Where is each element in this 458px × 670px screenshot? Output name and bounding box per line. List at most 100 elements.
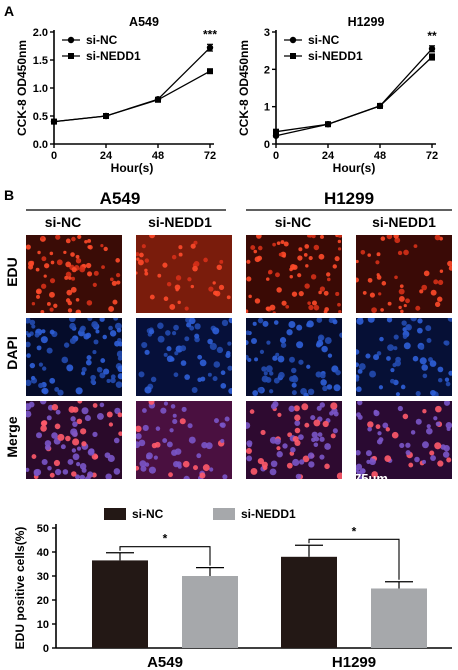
- cell-nucleus: [136, 441, 141, 449]
- cell-nucleus: [27, 260, 34, 267]
- cell-nucleus: [188, 318, 196, 325]
- legend-marker: [289, 36, 297, 44]
- cell-nucleus: [28, 401, 35, 408]
- cell-nucleus: [70, 286, 77, 293]
- cell-nucleus: [313, 442, 319, 448]
- panel-label-b: B: [4, 187, 14, 203]
- cell-nucleus: [169, 428, 174, 433]
- cell-nucleus: [212, 281, 216, 285]
- cell-nucleus: [49, 377, 56, 384]
- cell-nucleus: [107, 454, 115, 463]
- cell-nucleus: [311, 437, 316, 443]
- cell-nucleus: [270, 403, 277, 410]
- cell-nucleus: [447, 260, 452, 267]
- cell-nucleus: [71, 267, 77, 273]
- cell-nucleus: [155, 426, 161, 431]
- cell-nucleus: [29, 362, 36, 369]
- cell-nucleus: [246, 330, 251, 336]
- cell-nucleus: [246, 455, 253, 462]
- cell-nucleus: [318, 290, 322, 295]
- cell-nucleus: [262, 320, 269, 327]
- cell-nucleus: [259, 349, 265, 354]
- cell-nucleus: [318, 253, 325, 260]
- cell-nucleus: [118, 431, 122, 436]
- cell-nucleus: [157, 322, 164, 329]
- cell-nucleus: [399, 442, 405, 449]
- cell-nucleus: [310, 415, 316, 421]
- cell-nucleus: [313, 244, 320, 251]
- cell-nucleus: [439, 269, 444, 273]
- cell-nucleus: [292, 374, 298, 381]
- cell-nucleus: [162, 262, 168, 268]
- y-axis-label: EDU positive cells(%): [13, 527, 27, 650]
- cell-nucleus: [31, 324, 36, 329]
- cell-nucleus: [297, 434, 304, 441]
- cell-nucleus: [41, 256, 47, 262]
- cell-nucleus: [77, 401, 83, 404]
- cell-nucleus: [46, 415, 52, 421]
- cell-nucleus: [252, 390, 259, 396]
- cell-nucleus: [37, 250, 41, 255]
- cell-nucleus: [421, 459, 427, 465]
- x-category-label: A549: [147, 654, 183, 670]
- cell-nucleus: [303, 392, 309, 396]
- cell-nucleus: [394, 275, 398, 280]
- cell-nucleus: [369, 370, 377, 378]
- cell-nucleus: [93, 270, 99, 276]
- cell-nucleus: [67, 308, 73, 313]
- cell-nucleus: [403, 342, 411, 350]
- cell-nucleus: [31, 302, 36, 306]
- bar-si-NEDD1-A549: [182, 576, 238, 648]
- cell-nucleus: [171, 449, 178, 456]
- cell-nucleus: [382, 422, 389, 429]
- cell-nucleus: [429, 360, 437, 367]
- cell-nucleus: [139, 252, 144, 258]
- cell-nucleus: [228, 318, 232, 324]
- cell-nucleus: [38, 362, 44, 367]
- legend-marker: [68, 53, 74, 59]
- cell-nucleus: [40, 236, 44, 240]
- cell-nucleus: [426, 427, 433, 435]
- cell-nucleus: [90, 379, 96, 385]
- cell-nucleus: [96, 412, 104, 420]
- cell-nucleus: [218, 284, 225, 291]
- tile-background: [356, 401, 452, 479]
- cell-nucleus: [421, 364, 428, 371]
- condition-header-2: si-NEDD1: [148, 214, 212, 230]
- y-axis-label: CCK-8 OD450nm: [15, 40, 29, 136]
- cell-nucleus: [384, 455, 392, 462]
- cell-nucleus: [337, 302, 341, 307]
- data-point-si-NEDD1: [207, 68, 213, 75]
- cell-nucleus: [402, 334, 408, 340]
- cell-nucleus: [335, 291, 340, 297]
- cell-nucleus: [136, 433, 142, 440]
- cell-nucleus: [212, 327, 220, 335]
- cell-nucleus: [298, 359, 304, 365]
- cell-nucleus: [44, 263, 50, 269]
- cell-nucleus: [415, 418, 422, 425]
- cell-nucleus: [268, 270, 272, 275]
- cell-nucleus: [99, 318, 105, 322]
- cell-nucleus: [246, 448, 252, 455]
- cell-nucleus: [191, 387, 198, 393]
- cell-nucleus: [166, 346, 172, 352]
- micrograph-tile: [136, 235, 232, 313]
- cell-nucleus: [356, 386, 362, 393]
- cell-nucleus: [322, 420, 329, 428]
- data-point-si-NEDD1: [377, 102, 383, 109]
- data-point-si-NEDD1: [429, 54, 435, 61]
- cell-nucleus: [316, 318, 323, 323]
- cell-nucleus: [437, 377, 443, 383]
- cell-nucleus: [337, 247, 342, 251]
- cell-nucleus: [365, 450, 372, 457]
- y-axis-label: CCK-8 OD450nm: [237, 40, 251, 136]
- cell-nucleus: [296, 324, 303, 331]
- y-tick-label: 2.0: [33, 27, 48, 39]
- cell-nucleus: [337, 239, 342, 244]
- cell-nucleus: [320, 372, 326, 379]
- cell-nucleus: [253, 249, 258, 254]
- cell-nucleus: [184, 306, 189, 311]
- cell-nucleus: [273, 320, 279, 325]
- cell-nucleus: [140, 465, 147, 472]
- cell-nucleus: [207, 372, 212, 377]
